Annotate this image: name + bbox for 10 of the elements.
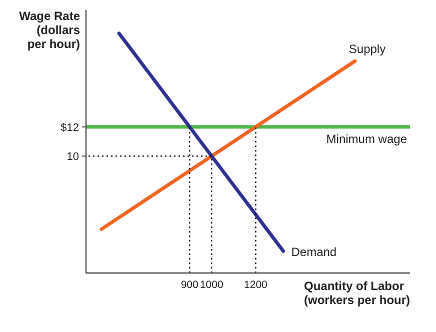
series-label: Demand (291, 245, 337, 260)
y-tick-label: 10 (66, 151, 79, 164)
x-tick-label: 1000 (200, 279, 224, 291)
ref-line-label: Minimum wage (326, 132, 408, 146)
y-tick-label: $12 (60, 122, 79, 134)
x-tick-label: 900 (180, 279, 199, 291)
x-tick-label: 1200 (244, 279, 268, 291)
series-label: Supply (348, 42, 386, 56)
x-axis-title: Quantity of Labor (workers per hour) (304, 279, 410, 307)
y-axis-title: Wage Rate (dollars per hour) (19, 9, 80, 51)
